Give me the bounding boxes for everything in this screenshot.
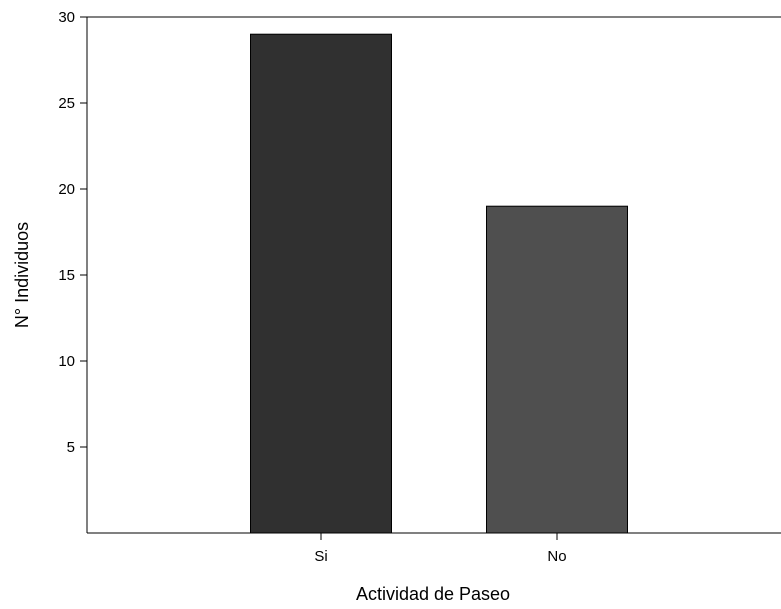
y-tick-label: 20 [58,181,75,198]
x-axis-ticks: Si No [314,533,567,565]
x-tick-label: Si [314,548,327,565]
bar-si [250,33,392,534]
y-axis-ticks: 5 10 15 20 25 30 [58,9,87,456]
y-tick-label: 25 [58,95,75,112]
y-axis-label: N° Individuos [12,222,32,328]
bar-no [486,205,628,534]
x-tick-label: No [547,548,566,565]
y-tick-label: 30 [58,9,75,26]
y-tick-label: 5 [67,439,75,456]
bars [250,33,628,534]
x-axis-label: Actividad de Paseo [356,584,510,604]
y-tick-label: 10 [58,353,75,370]
y-tick-label: 15 [58,267,75,284]
